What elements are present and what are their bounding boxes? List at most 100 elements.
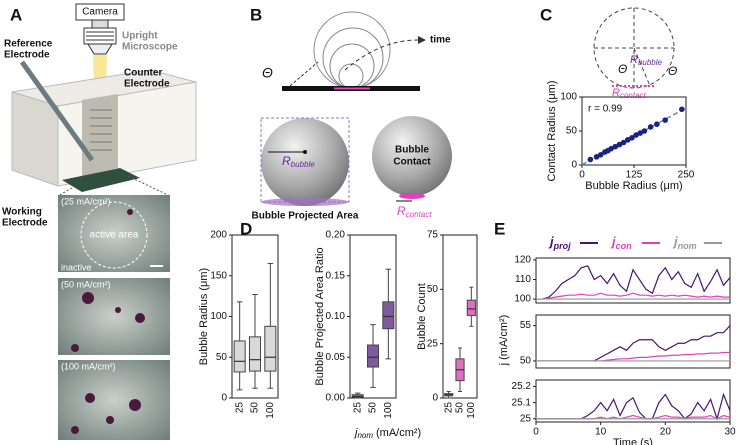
working-plate xyxy=(62,168,140,192)
plot-frame xyxy=(535,379,731,423)
label: Bubble Projected Area xyxy=(252,211,359,222)
box xyxy=(264,325,277,372)
x-axis-label: Bubble Radius (μm) xyxy=(585,180,682,192)
panel-label: C xyxy=(540,5,552,24)
y-tick-label: 0.10 xyxy=(326,311,346,322)
box xyxy=(366,344,380,368)
label: Bubble xyxy=(395,145,429,156)
y-tick-label: 0.05 xyxy=(326,352,346,363)
label: (25 mA/cm²) xyxy=(61,196,111,206)
annotation: r = 0.99 xyxy=(588,104,623,115)
label: Rcontact xyxy=(397,204,432,219)
label: Contact xyxy=(393,157,431,168)
lens xyxy=(87,43,113,55)
series-line xyxy=(536,265,731,300)
contact-area xyxy=(399,193,425,199)
x-tick-label: 100 xyxy=(383,402,394,419)
point xyxy=(620,139,627,146)
x-tick-label: 30 xyxy=(724,427,736,438)
y-axis-label: Bubble Radius (μm) xyxy=(198,268,210,365)
box xyxy=(233,340,246,373)
box xyxy=(382,301,395,330)
label: Upright xyxy=(122,31,158,42)
y-axis-label: Bubble Projected Area Ratio xyxy=(314,247,326,385)
x-axis-label: Time (s) xyxy=(613,437,653,445)
label: Electrode xyxy=(124,79,170,90)
y-tick-label: 100 xyxy=(210,311,227,322)
label: (50 mA/cm²) xyxy=(61,279,111,289)
plot-frame xyxy=(442,234,478,399)
x-tick-label: 25 xyxy=(234,402,245,414)
point xyxy=(647,124,654,130)
guides xyxy=(594,8,674,88)
point xyxy=(597,152,604,158)
y-tick-label: 0.00 xyxy=(326,393,346,404)
y-tick-label: 200 xyxy=(210,230,227,241)
y-axis-label: j (mA/cm²) xyxy=(498,315,510,367)
active-circle xyxy=(80,201,148,269)
label: Reference xyxy=(4,39,53,50)
y-tick-label: 150 xyxy=(210,270,227,281)
y-tick-label: 0 xyxy=(571,160,577,171)
label: Electrode xyxy=(2,218,48,229)
x-tick-label: 10 xyxy=(595,427,607,438)
label: Counter xyxy=(124,68,162,79)
point xyxy=(662,117,668,123)
panel-c: C Θ Θ Rbubble Rcontact xyxy=(540,5,677,100)
counter-coil xyxy=(90,109,112,151)
x-tick-label: 50 xyxy=(368,402,379,414)
label: Microscope xyxy=(122,42,178,53)
panel-a: A Camera Upright Microscope Reference El… xyxy=(2,3,197,440)
point xyxy=(637,130,644,136)
panel-label: E xyxy=(494,219,505,238)
panel-label: B xyxy=(250,5,262,24)
point xyxy=(593,154,600,160)
y-tick-label: 0.15 xyxy=(326,270,346,281)
label: Camera xyxy=(82,7,118,18)
label: active area xyxy=(90,230,139,241)
label: Working xyxy=(2,207,42,218)
y-tick-label: 50 xyxy=(216,352,228,363)
series-line xyxy=(536,325,731,362)
label: (100 mA/cm²) xyxy=(61,361,116,371)
sphere xyxy=(261,118,349,206)
x-tick-label: 125 xyxy=(626,170,643,181)
label: inactive xyxy=(61,262,92,272)
plot-frame xyxy=(535,257,731,304)
x-tick-label: 100 xyxy=(265,402,276,419)
image xyxy=(58,278,170,355)
y-tick-label: 50 xyxy=(520,356,532,367)
legend-label: jproj xyxy=(548,234,571,251)
tube xyxy=(91,19,109,29)
x-axis-label: jnom (mA/cm²) xyxy=(353,427,421,440)
legend-label: jnom xyxy=(672,234,697,251)
label: Θ xyxy=(618,62,627,76)
panel-label: D xyxy=(240,219,252,238)
reference-rod xyxy=(19,60,95,162)
legend-name: j xyxy=(610,234,616,249)
label: Rcontact xyxy=(612,87,647,100)
center xyxy=(303,150,307,154)
box xyxy=(466,299,476,316)
point xyxy=(616,141,623,148)
x-tick-label: 25 xyxy=(352,402,363,414)
y-tick-label: 25 xyxy=(427,338,439,349)
panel-b: B time Θ Rbubble Bubble Projected Area B… xyxy=(250,5,452,222)
cell-side xyxy=(11,91,59,187)
point xyxy=(608,145,614,152)
legend-name: j xyxy=(548,234,554,249)
label: Θ xyxy=(668,64,677,78)
y-tick-label: 100 xyxy=(514,294,531,305)
x-tick-label: 50 xyxy=(250,402,261,414)
legend-sub: proj xyxy=(553,241,571,251)
sphere xyxy=(372,116,452,196)
x-tick-label: 0 xyxy=(579,170,585,181)
legend-sub: nom xyxy=(678,241,697,251)
objective-rings xyxy=(86,31,114,41)
point xyxy=(624,137,631,143)
y-tick-label: 25.1 xyxy=(512,397,532,408)
label: Electrode xyxy=(4,50,50,61)
point xyxy=(629,135,635,141)
cell-well xyxy=(82,94,118,176)
